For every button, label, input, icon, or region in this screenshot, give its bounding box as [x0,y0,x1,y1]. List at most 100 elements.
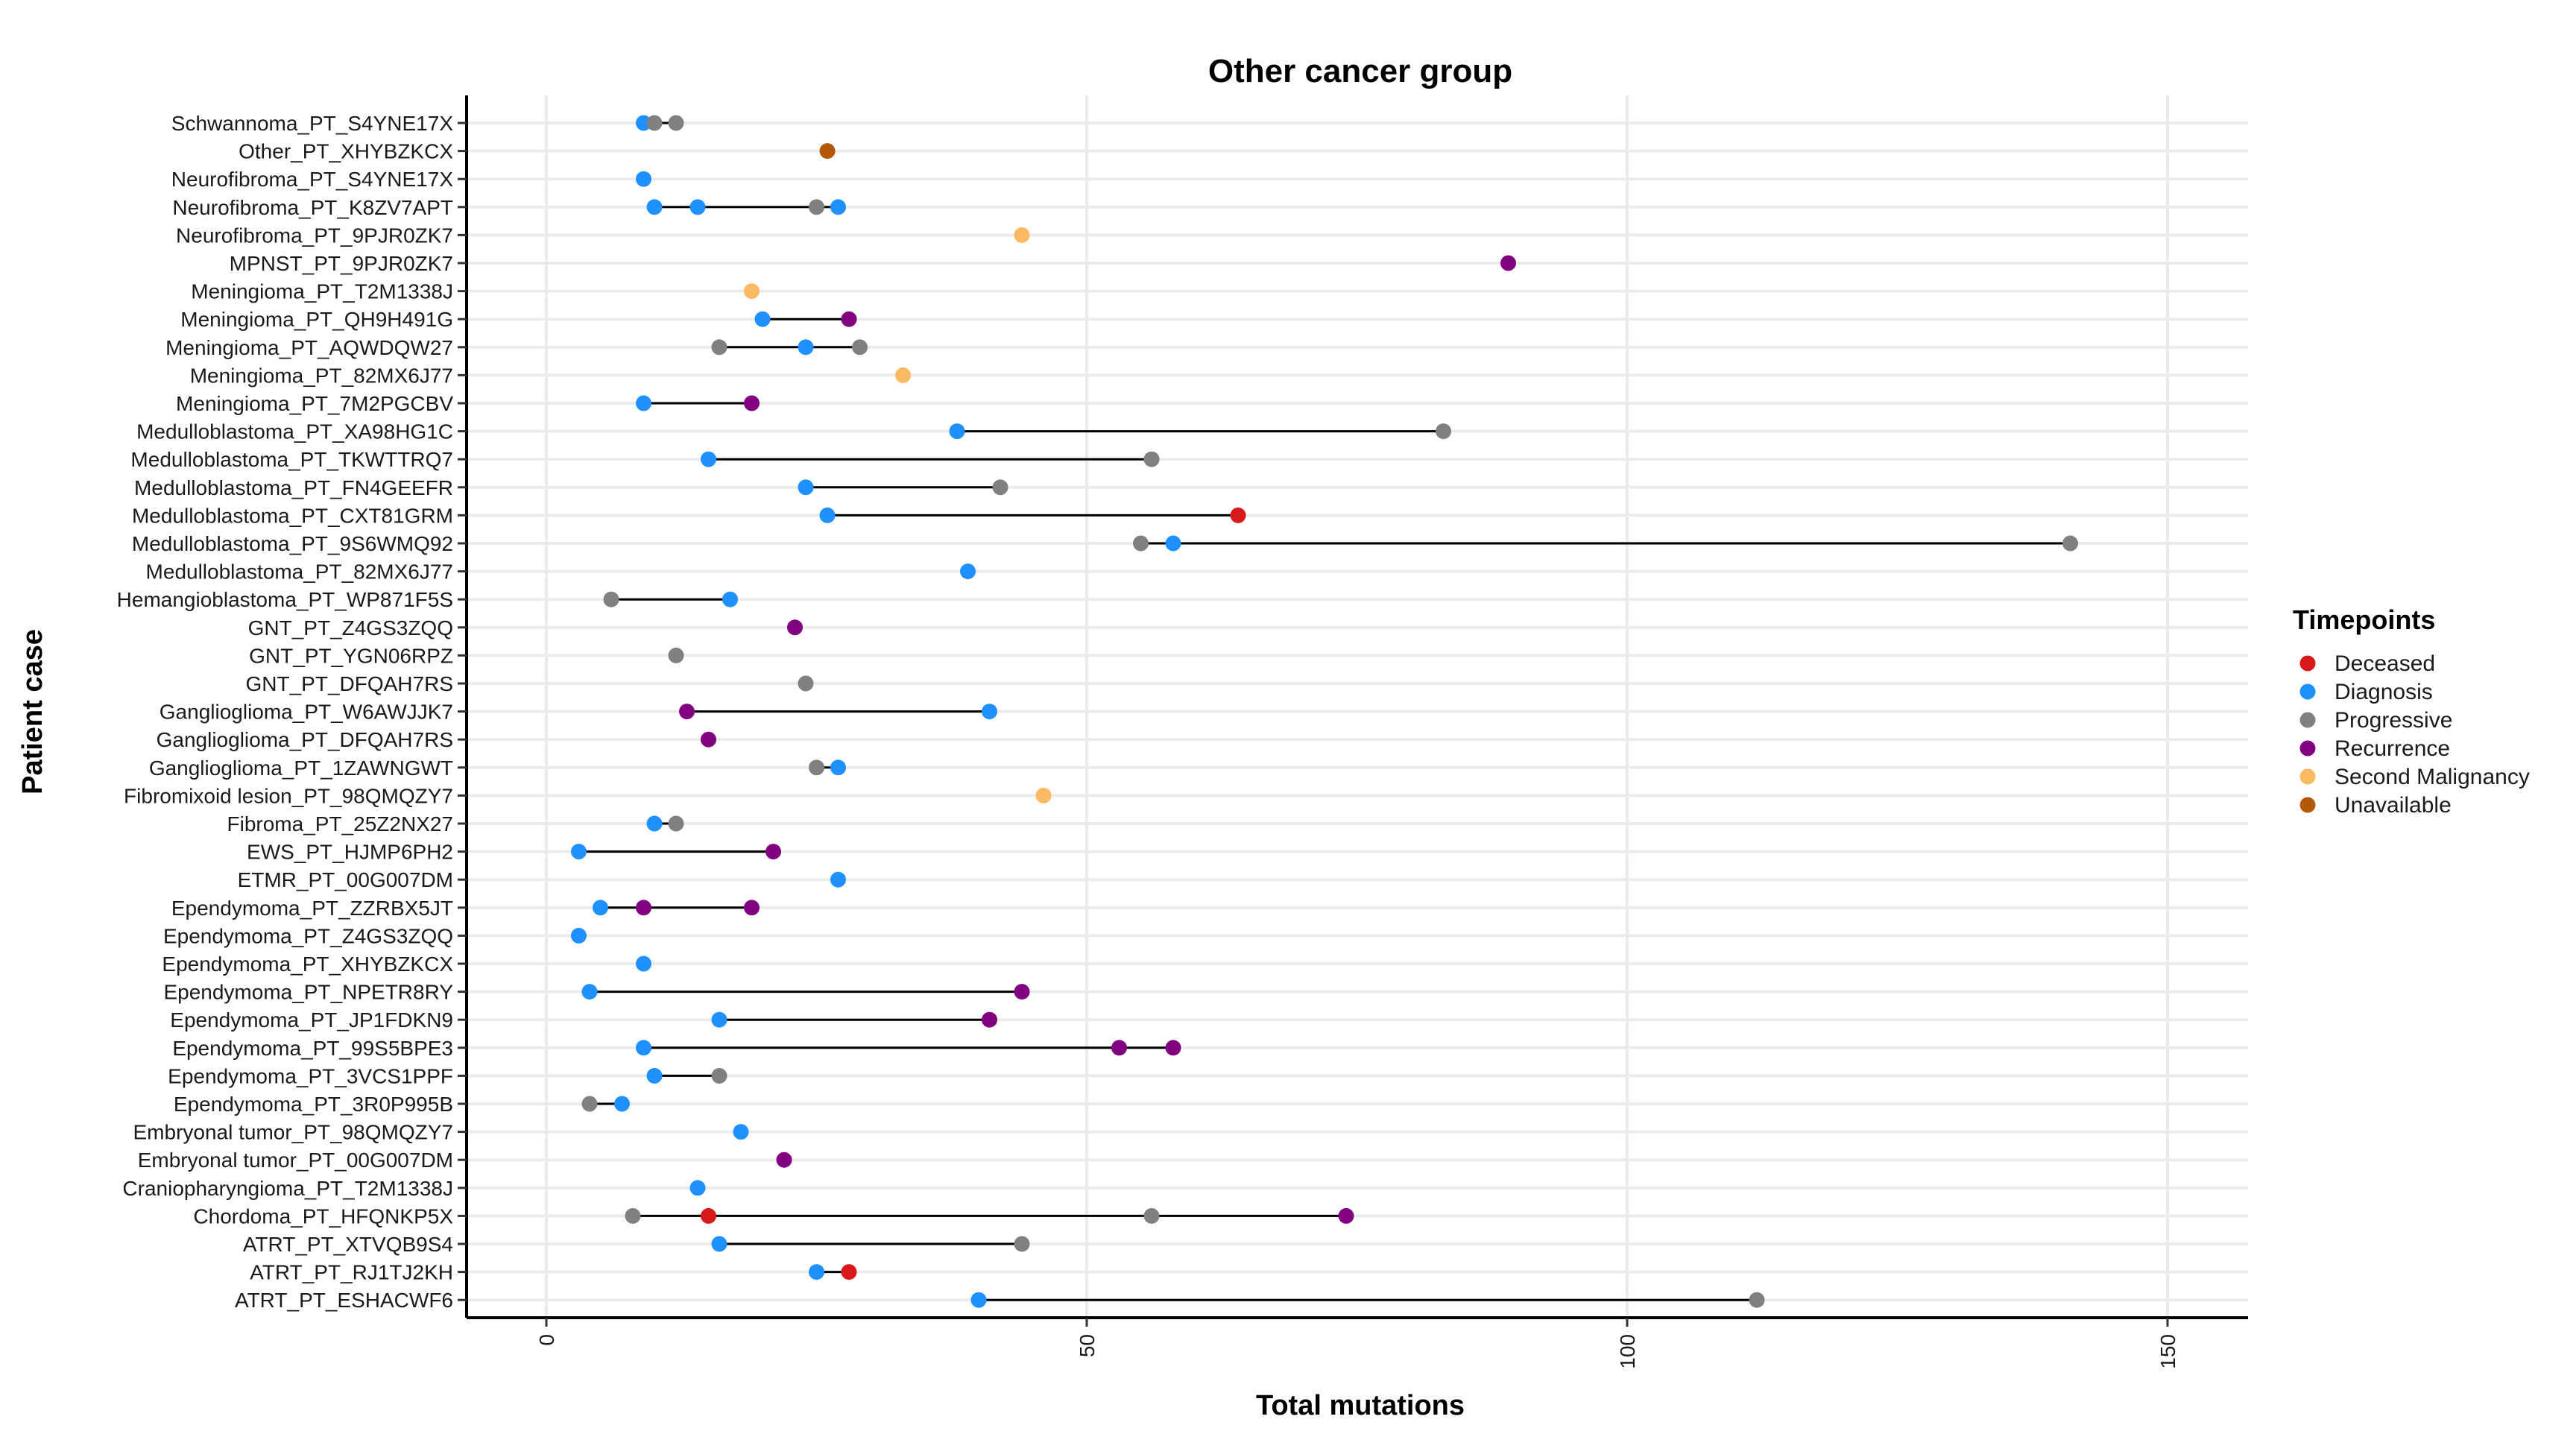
y-tick-label: Ependymoma_PT_3VCS1PPF [168,1064,453,1087]
y-ticks: Schwannoma_PT_S4YNE17X Other_PT_XHYBZKCX N… [117,112,467,1312]
data-point-recurrence [841,311,857,327]
y-tick-label: Medulloblastoma_PT_9S6WMQ92 [132,532,453,555]
y-tick-label: Ganglioglioma_PT_1ZAWNGWT [149,756,453,780]
data-point-diagnosis [798,339,814,356]
y-tick-label: Embryonal tumor_PT_00G007DM [138,1149,453,1172]
data-point-recurrence [787,619,803,636]
y-tick-label: Meningioma_PT_82MX6J77 [190,364,453,387]
legend-key-deceased [2299,655,2316,672]
data-point-diagnosis [949,423,965,440]
data-point-progressive [711,339,727,356]
y-tick-label: Ganglioglioma_PT_W6AWJJK7 [160,701,453,724]
y-tick-label: ATRT_PT_XTVQB9S4 [243,1233,453,1256]
data-point-recurrence [765,844,781,860]
data-point-recurrence [776,1152,792,1168]
data-point-diagnosis [614,1096,630,1112]
data-point-diagnosis [722,591,738,607]
y-tick-label: Meningioma_PT_7M2PGCBV [176,392,453,415]
y-tick-label: Ependymoma_PT_Z4GS3ZQQ [163,924,453,947]
legend: Timepoints Deceased Diagnosis Progressive R… [2293,604,2530,818]
data-point-diagnosis [1165,535,1181,552]
data-point-diagnosis [636,955,651,972]
data-point-recurrence [1165,1040,1181,1056]
y-tick-label: Neurofibroma_PT_S4YNE17X [171,168,454,191]
y-tick-label: Medulloblastoma_PT_82MX6J77 [146,560,453,584]
data-point-deceased [841,1264,857,1280]
data-point-diagnosis [636,1040,651,1056]
data-point-progressive [809,759,824,776]
y-axis-title: Patient case [17,629,48,795]
data-point-second-malignancy [1014,227,1030,243]
legend-key-progressive [2299,712,2316,728]
y-tick-label: Medulloblastoma_PT_XA98HG1C [136,420,453,443]
y-tick-label: ATRT_PT_ESHACWF6 [235,1289,453,1312]
data-point-unavailable [819,143,836,159]
data-point-recurrence [679,704,695,720]
axes [465,95,2248,1319]
data-point-progressive [1143,451,1160,467]
y-tick-label: Fibroma_PT_25Z2NX27 [227,812,453,835]
data-point-progressive [581,1096,598,1112]
y-tick-label: Medulloblastoma_PT_FN4GEEFR [134,476,453,499]
y-tick-label: Neurofibroma_PT_9PJR0ZK7 [176,224,453,247]
y-tick-label: EWS_PT_HJMP6PH2 [247,841,453,864]
data-point-diagnosis [571,927,587,944]
legend-title: Timepoints [2293,604,2435,635]
legend-label: Recurrence [2334,736,2450,761]
data-point-diagnosis [593,900,608,916]
legend-label: Progressive [2334,708,2452,733]
x-tick-label: 100 [1616,1334,1639,1369]
data-point-diagnosis [689,1180,706,1196]
y-tick-label: Hemangioblastoma_PT_WP871F5S [117,588,453,611]
y-tick-label: GNT_PT_DFQAH7RS [246,672,454,695]
data-point-diagnosis [711,1011,727,1028]
x-ticks: 0 50 100 150 [535,1318,2179,1369]
data-point-diagnosis [646,815,663,832]
y-tick-label: Meningioma_PT_AQWDQW27 [165,336,453,359]
y-tick-label: Schwannoma_PT_S4YNE17X [171,112,454,135]
points [571,115,2078,1308]
data-point-diagnosis [636,115,651,131]
data-point-progressive [646,115,663,131]
y-tick-label: Ganglioglioma_PT_DFQAH7RS [157,728,453,751]
y-tick-label: Ependymoma_PT_3R0P995B [174,1093,453,1116]
y-tick-label: ETMR_PT_00G007DM [238,868,453,891]
y-tick-label: Meningioma_PT_T2M1338J [191,280,453,303]
y-tick-label: MPNST_PT_9PJR0ZK7 [230,252,453,275]
data-point-diagnosis [689,199,706,215]
y-tick-label: ATRT_PT_RJ1TJ2KH [250,1261,453,1284]
y-tick-label: GNT_PT_Z4GS3ZQQ [248,616,453,639]
legend-label: Diagnosis [2334,680,2433,704]
legend-key-unavailable [2299,797,2316,813]
data-point-progressive [2062,535,2078,552]
y-tick-label: Chordoma_PT_HFQNKP5X [193,1204,453,1228]
x-tick-label: 150 [2156,1334,2179,1369]
data-point-deceased [701,1207,716,1224]
data-point-recurrence [744,395,760,411]
data-point-progressive [711,1067,727,1084]
data-point-progressive [1436,423,1451,440]
data-point-progressive [1133,535,1149,552]
data-point-diagnosis [636,171,651,187]
data-point-recurrence [982,1011,997,1028]
data-point-diagnosis [581,984,598,1000]
data-point-diagnosis [819,507,836,523]
y-tick-label: Fibromixoid lesion_PT_98QMQZY7 [124,784,453,807]
data-point-diagnosis [830,871,846,888]
y-tick-label: Medulloblastoma_PT_CXT81GRM [132,504,453,527]
data-point-diagnosis [798,479,814,496]
data-point-diagnosis [830,199,846,215]
data-point-second-malignancy [744,283,760,300]
data-point-progressive [1143,1207,1160,1224]
data-point-diagnosis [636,395,651,411]
legend-items: Deceased Diagnosis Progressive Recurrence Se… [2299,651,2530,818]
data-point-second-malignancy [1035,787,1052,803]
data-point-recurrence [1338,1207,1354,1224]
data-point-diagnosis [733,1124,749,1140]
y-tick-label: Meningioma_PT_QH9H491G [180,308,453,331]
legend-label: Second Malignancy [2334,765,2530,789]
data-point-diagnosis [982,704,997,720]
data-point-diagnosis [960,563,976,580]
y-tick-label: Ependymoma_PT_ZZRBX5JT [171,897,453,920]
